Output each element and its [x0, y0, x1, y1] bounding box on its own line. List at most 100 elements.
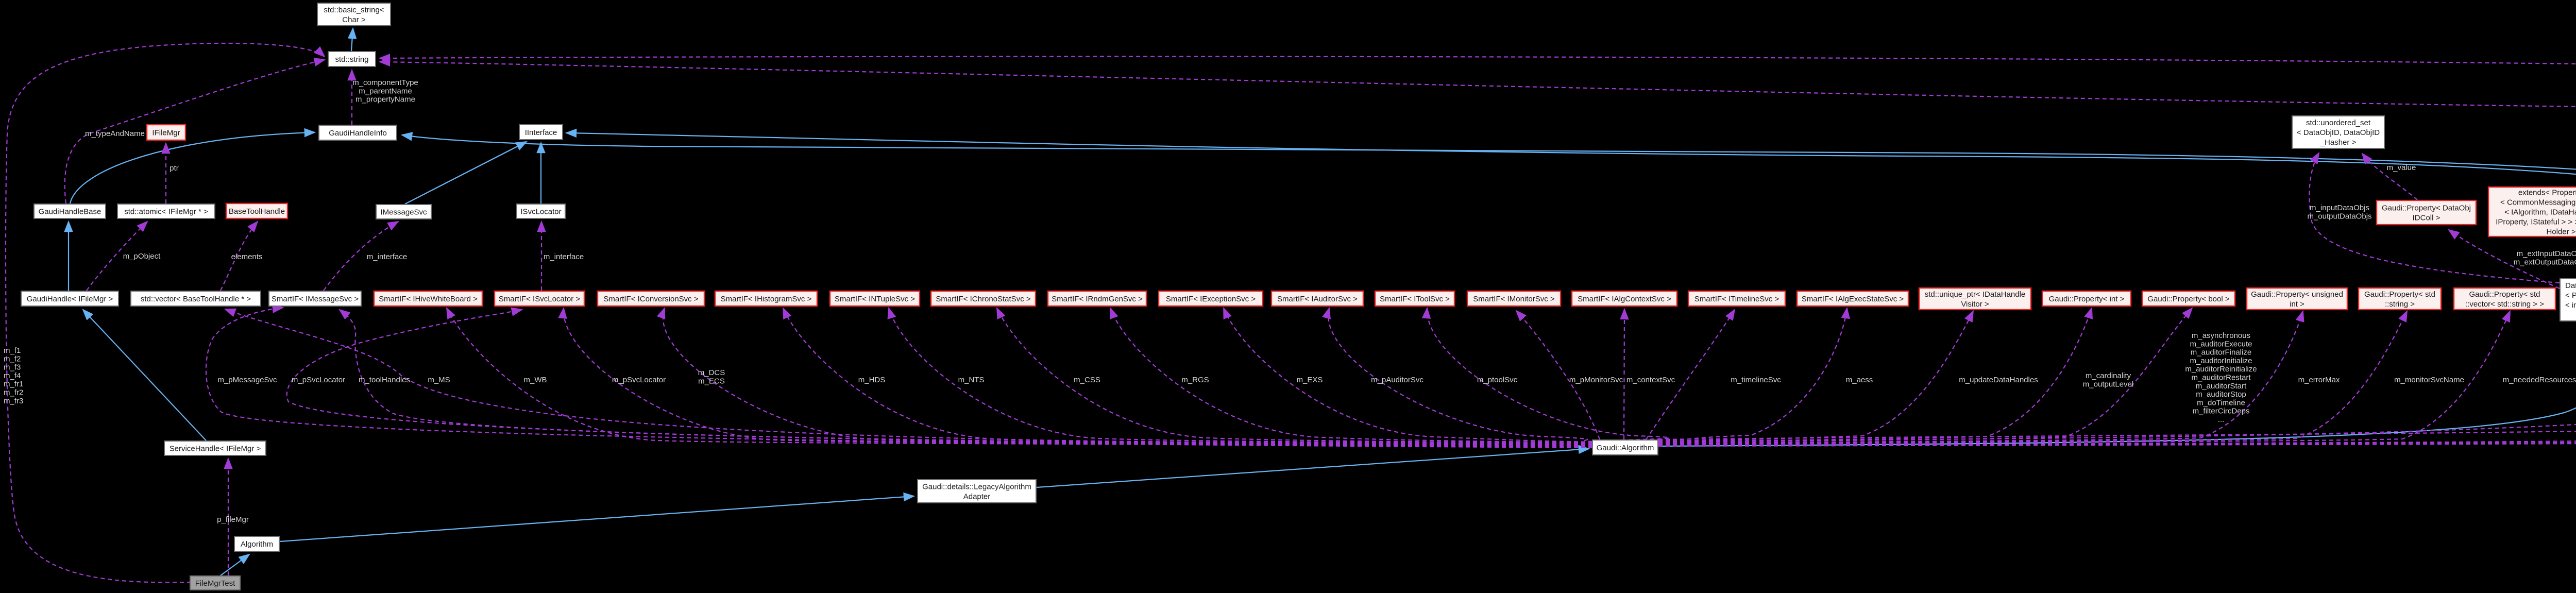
svg-text:m_errorMax: m_errorMax — [2298, 376, 2340, 384]
svg-text:m_componentType: m_componentType — [352, 78, 418, 87]
svg-text:SmartIF< IHistogramSvc >: SmartIF< IHistogramSvc > — [721, 295, 812, 303]
svg-text:m_ECS: m_ECS — [698, 377, 725, 385]
svg-text:m_asynchronous: m_asynchronous — [2192, 331, 2250, 340]
svg-text:m_fr1: m_fr1 — [4, 380, 23, 388]
svg-text:p_fileMgr: p_fileMgr — [217, 515, 249, 524]
svg-text:SmartIF< IAuditorSvc >: SmartIF< IAuditorSvc > — [1277, 295, 1358, 303]
svg-text:BaseToolHandle: BaseToolHandle — [229, 207, 285, 216]
svg-text:m_timelineSvc: m_timelineSvc — [1731, 376, 1781, 384]
svg-text:m_filterCircDeps: m_filterCircDeps — [2193, 407, 2250, 416]
svg-text:ServiceHandle< IFileMgr >: ServiceHandle< IFileMgr > — [170, 445, 261, 453]
svg-text:SmartIF< IConversionSvc >: SmartIF< IConversionSvc > — [603, 295, 698, 303]
svg-text:int >: int > — [2290, 300, 2304, 309]
svg-text:m_HDS: m_HDS — [858, 376, 886, 384]
svg-text:::vector< std::string > >: ::vector< std::string > > — [2465, 300, 2544, 309]
svg-text:Gaudi::Property< DataObj: Gaudi::Property< DataObj — [2382, 204, 2471, 213]
svg-text:ptr: ptr — [170, 164, 179, 173]
svg-text:< PropertyHolder< CommonMessag: < PropertyHolder< CommonMessaging — [2565, 291, 2576, 300]
svg-text:m_contextSvc: m_contextSvc — [1626, 376, 1675, 384]
svg-text:m_value: m_value — [2387, 163, 2416, 172]
svg-text:Gaudi::Property< std: Gaudi::Property< std — [2364, 290, 2435, 299]
svg-text:SmartIF< IMessageSvc >: SmartIF< IMessageSvc > — [272, 295, 359, 303]
svg-text:< implements< IAlgorithm, IDat: < implements< IAlgorithm, IDataHandle — [2565, 301, 2576, 310]
svg-text:SmartIF< IAlgExecStateSvc >: SmartIF< IAlgExecStateSvc > — [1802, 295, 1904, 303]
svg-text:_Hasher >: _Hasher > — [2320, 138, 2357, 147]
svg-text:m_auditorRestart: m_auditorRestart — [2191, 374, 2251, 382]
svg-text:m_auditorReinitialize: m_auditorReinitialize — [2185, 365, 2257, 374]
svg-text:IMessageSvc: IMessageSvc — [380, 208, 427, 217]
svg-text:m_auditorStart: m_auditorStart — [2196, 382, 2247, 391]
svg-text:m_NTS: m_NTS — [958, 376, 985, 384]
svg-text:Gaudi::Property< bool >: Gaudi::Property< bool > — [2147, 295, 2230, 303]
svg-text:m_ptoolSvc: m_ptoolSvc — [1477, 376, 1518, 384]
svg-text:m_pAuditorSvc: m_pAuditorSvc — [1371, 376, 1423, 384]
svg-text:m_MS: m_MS — [428, 376, 450, 384]
svg-text:m_typeAndName: m_typeAndName — [85, 129, 145, 138]
svg-text:Adapter: Adapter — [963, 493, 991, 501]
svg-text:std::vector< BaseToolHandle *: std::vector< BaseToolHandle * > — [141, 295, 251, 303]
svg-text:m_auditorInitialize: m_auditorInitialize — [2190, 357, 2252, 365]
svg-text:m_f4: m_f4 — [4, 371, 21, 380]
svg-text:m_toolHandles: m_toolHandles — [359, 376, 410, 384]
svg-text:std::atomic< IFileMgr * >: std::atomic< IFileMgr * > — [124, 208, 208, 216]
svg-text:m_auditorStop: m_auditorStop — [2196, 390, 2246, 399]
svg-text:IInterface: IInterface — [525, 128, 557, 137]
svg-text:Algorithm: Algorithm — [241, 540, 273, 549]
svg-text:m_updateDataHandles: m_updateDataHandles — [1959, 376, 2038, 384]
svg-text:SmartIF< INTupleSvc >: SmartIF< INTupleSvc > — [835, 295, 915, 303]
svg-text:std::unordered_set: std::unordered_set — [2306, 118, 2371, 127]
svg-text:< IAlgorithm, IDataHandleHolde: < IAlgorithm, IDataHandleHolder, — [2504, 208, 2576, 217]
svg-text:...: ... — [2218, 415, 2225, 424]
svg-text:ISvcLocator: ISvcLocator — [520, 208, 561, 216]
svg-text:m_auditorExecute: m_auditorExecute — [2190, 340, 2252, 348]
svg-text:Holder >: Holder > — [2546, 228, 2575, 236]
svg-text:m_neededResources: m_neededResources — [2503, 376, 2576, 384]
svg-text:Visitor >: Visitor > — [1961, 300, 1989, 309]
svg-text:GaudiHandleInfo: GaudiHandleInfo — [329, 129, 387, 138]
svg-text:Gaudi::Property< int >: Gaudi::Property< int > — [2049, 295, 2125, 303]
svg-text:SmartIF< ITimelineSvc >: SmartIF< ITimelineSvc > — [1694, 295, 1780, 303]
svg-text:IDColl >: IDColl > — [2413, 214, 2441, 223]
svg-text:SmartIF< IExceptionSvc >: SmartIF< IExceptionSvc > — [1166, 295, 1256, 303]
svg-text:Gaudi::Property< std: Gaudi::Property< std — [2469, 290, 2540, 299]
svg-text:m_interface: m_interface — [544, 252, 584, 261]
svg-text:Gaudi::details::LegacyAlgorith: Gaudi::details::LegacyAlgorithm — [922, 483, 1031, 492]
svg-text:m_CSS: m_CSS — [1074, 376, 1100, 384]
svg-text:m_interface: m_interface — [367, 252, 407, 261]
svg-text:std::string: std::string — [335, 55, 368, 64]
svg-text:m_doTimeline: m_doTimeline — [2197, 398, 2245, 407]
svg-text:elements: elements — [231, 252, 263, 261]
svg-text:m_fr3: m_fr3 — [4, 397, 23, 405]
svg-text:m_DCS: m_DCS — [698, 368, 725, 377]
svg-text:m_pMonitorSvc: m_pMonitorSvc — [1569, 376, 1623, 384]
svg-text:Char >: Char > — [342, 15, 366, 24]
svg-text:m_parentName: m_parentName — [359, 87, 412, 95]
svg-text:SmartIF< IMonitorSvc >: SmartIF< IMonitorSvc > — [1473, 295, 1555, 303]
svg-text:DataHandleHolderBase: DataHandleHolderBase — [2565, 281, 2576, 290]
svg-text:std::unique_ptr< IDataHandle: std::unique_ptr< IDataHandle — [1925, 290, 2026, 299]
svg-text:m_outputLevel: m_outputLevel — [2083, 380, 2133, 388]
svg-text:m_WB: m_WB — [524, 376, 547, 384]
svg-text:m_cardinality: m_cardinality — [2086, 371, 2131, 380]
svg-text:< CommonMessaging< implements: < CommonMessaging< implements — [2500, 198, 2576, 207]
svg-text:m_auditorFinalize: m_auditorFinalize — [2191, 348, 2251, 357]
svg-text:< DataObjID, DataObjID: < DataObjID, DataObjID — [2297, 128, 2380, 137]
svg-text:SmartIF< IChronoStatSvc >: SmartIF< IChronoStatSvc > — [936, 295, 1030, 303]
svg-text:IProperty, IStateful > > >, ID: IProperty, IStateful > > >, IDataHandle — [2496, 218, 2576, 227]
svg-text:m_f1: m_f1 — [4, 346, 21, 355]
svg-text:m_RGS: m_RGS — [1181, 376, 1209, 384]
svg-text:m_monitorSvcName: m_monitorSvcName — [2394, 376, 2464, 384]
svg-text:m_pSvcLocator: m_pSvcLocator — [292, 376, 345, 384]
svg-text:SmartIF< IAlgContextSvc >: SmartIF< IAlgContextSvc > — [1578, 295, 1671, 303]
svg-text:extends< PropertyHolder: extends< PropertyHolder — [2518, 189, 2576, 197]
svg-text:m_aess: m_aess — [1846, 376, 1873, 384]
svg-text:Gaudi::Algorithm: Gaudi::Algorithm — [1597, 444, 1654, 452]
svg-text:m_fr2: m_fr2 — [4, 388, 23, 397]
svg-text:m_pSvcLocator: m_pSvcLocator — [612, 376, 666, 384]
svg-text:IFileMgr: IFileMgr — [152, 129, 180, 138]
svg-text:std::basic_string<: std::basic_string< — [324, 6, 384, 14]
svg-text:FileMgrTest: FileMgrTest — [195, 579, 235, 588]
svg-text:SmartIF< IToolSvc >: SmartIF< IToolSvc > — [1380, 295, 1450, 303]
svg-text:SmartIF< IHiveWhiteBoard >: SmartIF< IHiveWhiteBoard > — [379, 295, 478, 303]
svg-text:m_extOutputDataObjs: m_extOutputDataObjs — [2514, 258, 2576, 266]
